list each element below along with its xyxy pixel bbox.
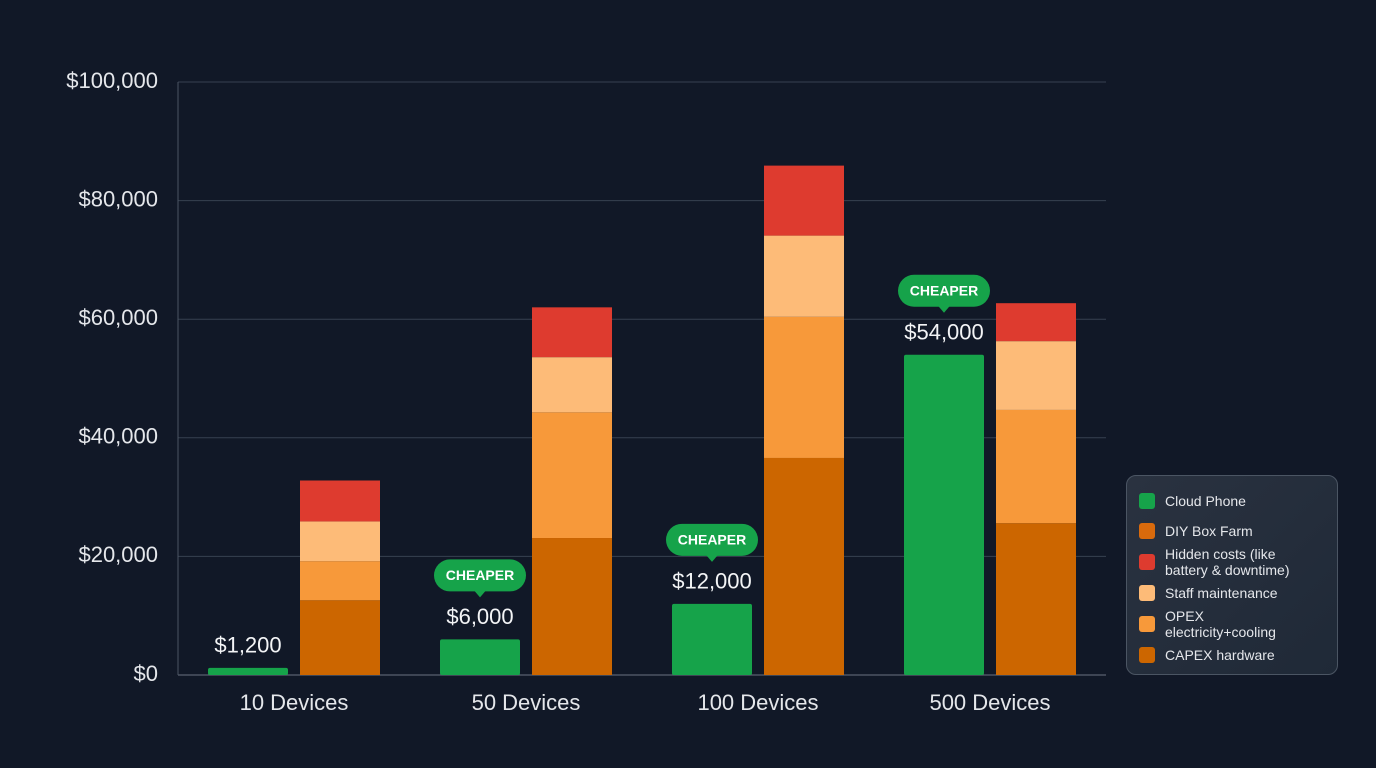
legend-item: Cloud Phone xyxy=(1139,486,1325,516)
legend-swatch xyxy=(1139,493,1155,509)
annotation-pill xyxy=(666,523,758,556)
bar-segment xyxy=(764,235,844,317)
bar-segment xyxy=(300,521,380,562)
bar-segment xyxy=(300,561,380,601)
legend-label: Cloud Phone xyxy=(1165,493,1246,509)
value-label: $12,000 xyxy=(672,569,752,594)
bar-segment xyxy=(996,341,1076,410)
legend-swatch xyxy=(1139,647,1155,663)
bar-segment xyxy=(996,303,1076,342)
legend-swatch xyxy=(1139,523,1155,539)
legend-item: Staff maintenance xyxy=(1139,578,1325,608)
annotation-pointer xyxy=(474,590,486,598)
bar-segment xyxy=(532,538,612,675)
x-tick-label: 500 Devices xyxy=(929,690,1050,715)
bar-segment xyxy=(532,357,612,413)
legend-item: CAPEX hardware xyxy=(1139,640,1325,670)
value-label: $6,000 xyxy=(446,604,513,629)
annotation: CHEAPER xyxy=(910,282,978,298)
legend-item: Hidden costs (like battery & downtime) xyxy=(1139,546,1325,578)
value-label: $1,200 xyxy=(214,633,281,658)
annotation-pointer xyxy=(938,305,950,313)
bar xyxy=(672,603,752,675)
legend-item: DIY Box Farm xyxy=(1139,516,1325,546)
y-tick-label: $60,000 xyxy=(78,305,158,330)
y-tick-label: $20,000 xyxy=(78,542,158,567)
legend-item: OPEX electricity+cooling xyxy=(1139,608,1325,640)
legend-label: CAPEX hardware xyxy=(1165,647,1275,663)
annotation: CHEAPER xyxy=(446,567,514,583)
bar-segment xyxy=(532,412,612,539)
y-tick-label: $40,000 xyxy=(78,424,158,449)
legend-label: DIY Box Farm xyxy=(1165,523,1253,539)
legend-label: Staff maintenance xyxy=(1165,585,1278,601)
annotation-pointer xyxy=(706,554,718,562)
bar-segment xyxy=(996,409,1076,524)
annotation-pill xyxy=(434,559,526,592)
bar-segment xyxy=(300,480,380,522)
bar xyxy=(440,639,520,675)
legend-swatch xyxy=(1139,585,1155,601)
x-tick-label: 50 Devices xyxy=(472,690,581,715)
y-tick-label: $80,000 xyxy=(78,186,158,211)
bar-segment xyxy=(764,165,844,236)
legend-swatch xyxy=(1139,554,1155,570)
bar-segment xyxy=(764,457,844,675)
annotation: CHEAPER xyxy=(678,532,746,548)
bar xyxy=(208,667,288,675)
x-tick-label: 100 Devices xyxy=(697,690,818,715)
y-tick-label: $100,000 xyxy=(66,68,158,93)
legend-label: Hidden costs (like battery & downtime) xyxy=(1165,546,1290,578)
y-tick-label: $0 xyxy=(134,661,158,686)
annotation-pill xyxy=(898,274,990,307)
bar-segment xyxy=(996,523,1076,675)
bar xyxy=(904,354,984,675)
legend-swatch xyxy=(1139,616,1155,632)
legend: Cloud Phone DIY Box Farm Hidden costs (lik… xyxy=(1126,475,1338,675)
bar-segment xyxy=(764,316,844,458)
value-label: $54,000 xyxy=(904,320,984,345)
x-tick-label: 10 Devices xyxy=(240,690,349,715)
bar-segment xyxy=(532,307,612,358)
legend-label: OPEX electricity+cooling xyxy=(1165,608,1276,640)
bar-segment xyxy=(300,600,380,675)
